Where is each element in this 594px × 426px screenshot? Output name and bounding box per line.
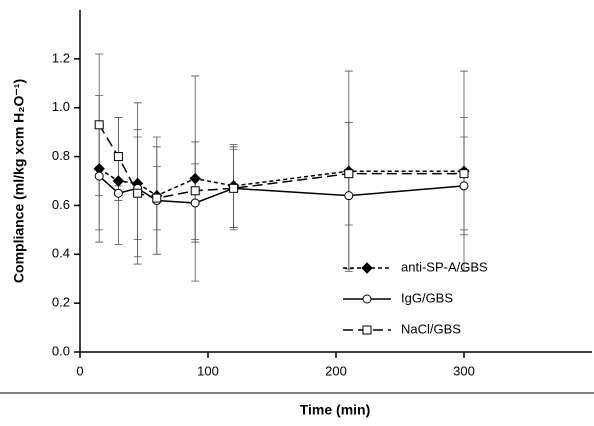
- series-line: [98, 124, 464, 199]
- y-tick-label: 0.6: [52, 197, 70, 212]
- y-tick-label: 1.0: [52, 99, 70, 114]
- x-tick-label: 300: [453, 363, 475, 378]
- y-axis-label: Compliance (ml/kg xcm H₂O⁻¹): [11, 79, 27, 283]
- y-tick-label: 0.4: [52, 246, 70, 261]
- x-tick-label: 0: [76, 363, 83, 378]
- legend-label: IgG/GBS: [401, 290, 453, 305]
- marker: [113, 188, 123, 198]
- marker: [133, 188, 143, 198]
- marker: [459, 169, 469, 179]
- series-line: [98, 168, 464, 197]
- marker: [152, 193, 162, 203]
- legend-marker: [362, 294, 372, 304]
- legend-marker: [361, 262, 373, 274]
- y-tick-label: 0.2: [52, 295, 70, 310]
- marker: [94, 171, 104, 181]
- marker: [344, 169, 354, 179]
- y-tick-label: 1.2: [52, 50, 70, 65]
- marker: [344, 191, 354, 201]
- legend-marker: [362, 325, 372, 335]
- marker: [190, 186, 200, 196]
- marker: [189, 172, 201, 185]
- marker: [112, 175, 125, 187]
- marker: [190, 198, 200, 208]
- x-axis-label: Time (min): [300, 402, 371, 418]
- marker: [459, 181, 469, 191]
- y-tick-label: 0.8: [52, 148, 70, 163]
- marker: [113, 152, 123, 162]
- x-tick-label: 200: [325, 363, 347, 378]
- x-tick-label: 100: [197, 363, 219, 378]
- y-tick-label: 0.0: [52, 343, 70, 358]
- marker: [94, 120, 104, 130]
- legend-label: NaCl/GBS: [401, 321, 461, 336]
- legend-label: anti-SP-A/GBS: [401, 259, 488, 274]
- marker: [229, 183, 239, 193]
